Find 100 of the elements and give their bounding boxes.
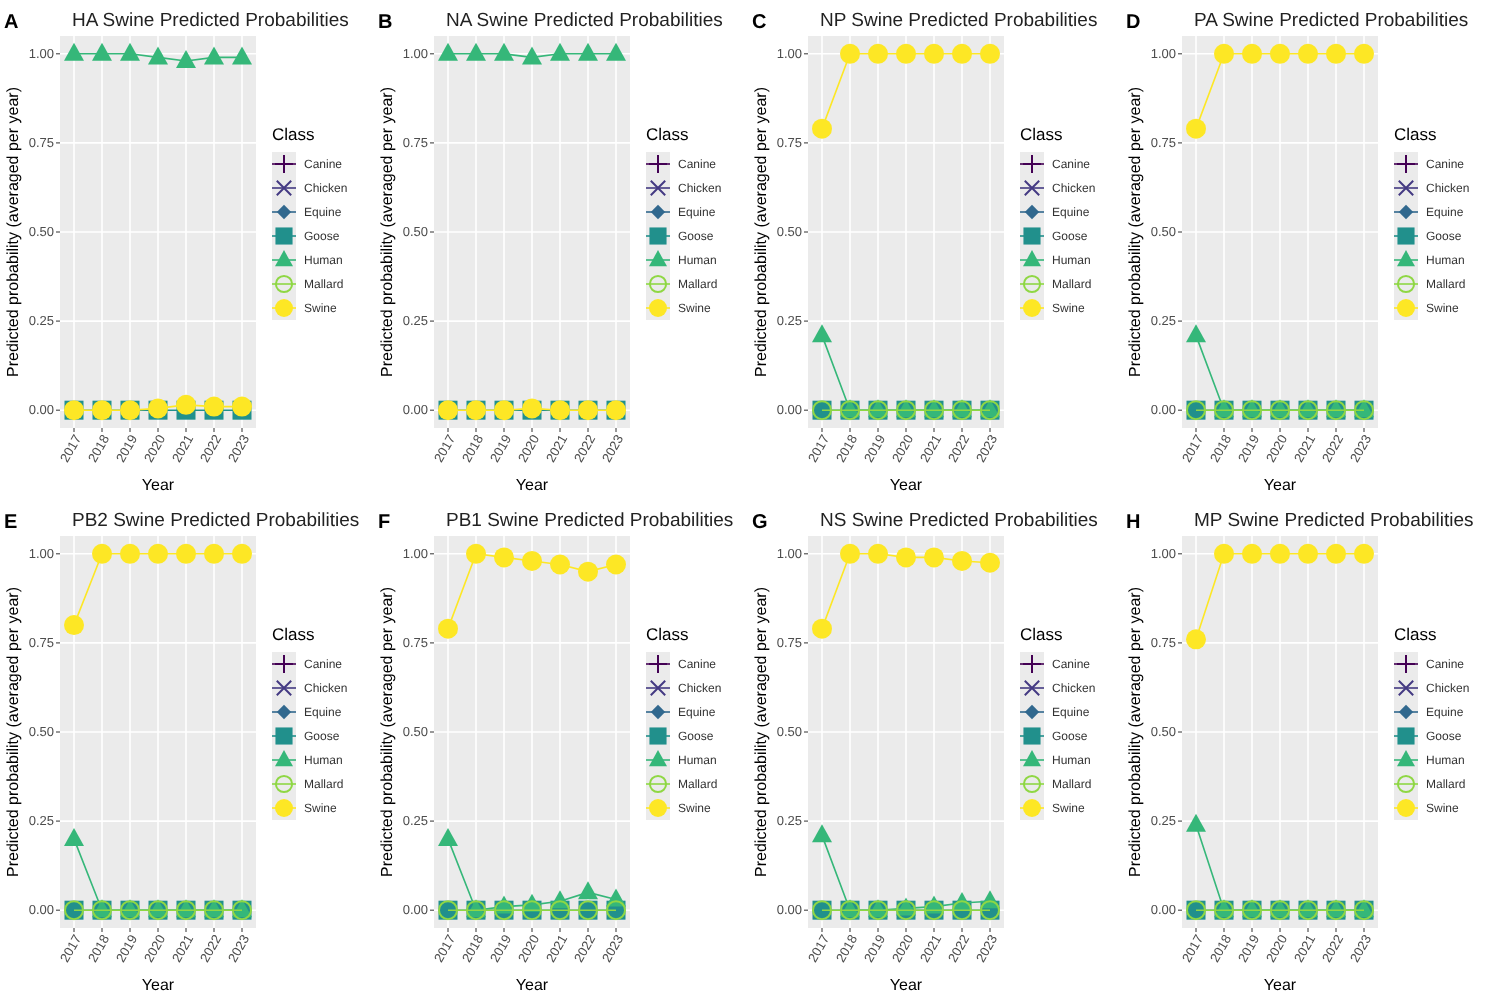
point: [466, 42, 486, 61]
chart-title: NP Swine Predicted Probabilities: [820, 10, 1098, 32]
point: [204, 46, 224, 65]
text: G: [752, 512, 768, 534]
y-axis-title: Predicted probability (averaged per year): [378, 86, 396, 377]
legend-title: Class: [1020, 624, 1063, 644]
chart-title: HA Swine Predicted Probabilities: [72, 10, 350, 32]
chart-title: PA Swine Predicted Probabilities: [1194, 10, 1469, 32]
point: [812, 824, 832, 843]
chart-title: NS Swine Predicted Probabilities: [820, 510, 1099, 532]
y-axis-title: Predicted probability (averaged per year): [4, 586, 22, 877]
legend-title: Class: [1020, 124, 1063, 144]
x-axis-title: Year: [889, 476, 923, 494]
point: [606, 554, 626, 575]
x-axis-title: Year: [515, 476, 549, 494]
y-axis-title: Predicted probability (averaged per year): [378, 586, 396, 877]
point: [1326, 543, 1346, 564]
point: [1298, 43, 1318, 64]
point: [176, 394, 196, 415]
y-axis-title: Predicted probability (averaged per year): [4, 86, 22, 377]
point: [176, 543, 196, 564]
y-axis-title: Predicted probability (averaged per year): [752, 586, 770, 877]
point: [924, 547, 944, 568]
point: [812, 118, 832, 139]
y-axis-title: Predicted probability (averaged per year): [1126, 586, 1144, 877]
y-axis-title: Predicted probability (averaged per year): [1126, 86, 1144, 377]
text: C: [752, 12, 767, 34]
point: [466, 543, 486, 564]
point: [1242, 43, 1262, 64]
point: [896, 43, 916, 64]
chart-title: PB1 Swine Predicted Probabilities: [446, 510, 734, 532]
point: [120, 42, 140, 61]
point: [924, 43, 944, 64]
legend-title: Class: [646, 124, 689, 144]
point: [550, 42, 570, 61]
point: [1242, 543, 1262, 564]
y-axis-title: Predicted probability (averaged per year): [752, 86, 770, 377]
point: [92, 42, 112, 61]
point: [1354, 543, 1374, 564]
point: [64, 827, 84, 846]
point: [1270, 543, 1290, 564]
point: [438, 42, 458, 61]
point: [578, 881, 598, 900]
point: [204, 543, 224, 564]
point: [64, 615, 84, 636]
chart-title: MP Swine Predicted Probabilities: [1194, 510, 1475, 532]
point: [232, 46, 252, 65]
point: [1298, 543, 1318, 564]
x-axis-title: Year: [1263, 976, 1297, 994]
point: [1270, 43, 1290, 64]
point: [176, 49, 196, 68]
point: [868, 43, 888, 64]
point: [952, 550, 972, 571]
point: [522, 550, 542, 571]
legend-title: Class: [272, 124, 315, 144]
point: [980, 552, 1000, 573]
point: [232, 543, 252, 564]
point: [92, 543, 112, 564]
point: [64, 42, 84, 61]
point: [1214, 543, 1234, 564]
x-axis-title: Year: [1263, 476, 1297, 494]
legend-title: Class: [1394, 124, 1437, 144]
text: F: [378, 512, 391, 534]
point: [1354, 43, 1374, 64]
point: [1214, 43, 1234, 64]
point: [1186, 118, 1206, 139]
legend-title: Class: [1394, 624, 1437, 644]
point: [812, 324, 832, 343]
text: D: [1126, 12, 1141, 34]
point: [980, 43, 1000, 64]
point: [494, 42, 514, 61]
point: [840, 543, 860, 564]
text: A: [4, 12, 19, 34]
point: [1186, 324, 1206, 343]
text: H: [1126, 512, 1141, 534]
point: [812, 618, 832, 639]
x-axis-title: Year: [515, 976, 549, 994]
x-axis-title: Year: [889, 976, 923, 994]
point: [494, 547, 514, 568]
point: [438, 827, 458, 846]
legend-title: Class: [272, 624, 315, 644]
point: [1186, 629, 1206, 650]
chart-title: PB2 Swine Predicted Probabilities: [72, 510, 360, 532]
chart-title: NA Swine Predicted Probabilities: [446, 10, 724, 32]
text: B: [378, 12, 393, 34]
point: [1186, 813, 1206, 832]
point: [896, 547, 916, 568]
point: [578, 42, 598, 61]
x-axis-title: Year: [141, 976, 175, 994]
point: [606, 42, 626, 61]
point: [148, 543, 168, 564]
point: [578, 561, 598, 582]
point: [1326, 43, 1346, 64]
point: [120, 543, 140, 564]
point: [148, 46, 168, 65]
point: [952, 43, 972, 64]
point: [522, 46, 542, 65]
point: [840, 43, 860, 64]
legend-title: Class: [646, 624, 689, 644]
x-axis-title: Year: [141, 476, 175, 494]
